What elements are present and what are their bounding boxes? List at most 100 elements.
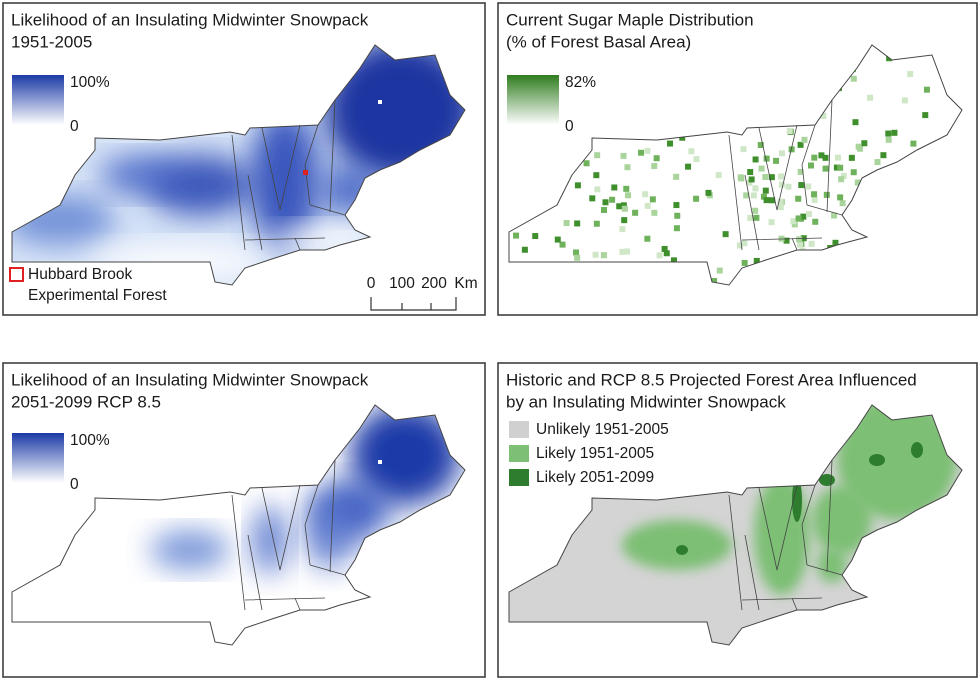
map-cell <box>638 132 645 139</box>
map-fill <box>509 45 968 285</box>
map-cell <box>885 136 892 143</box>
map-cell <box>757 142 764 149</box>
map-cell <box>748 176 755 183</box>
map-cell <box>545 130 552 137</box>
map-cell <box>780 69 787 76</box>
map-cell <box>673 202 680 209</box>
map-cell <box>753 214 760 221</box>
map-cell <box>611 184 618 191</box>
legend-label: Likely 2051-2099 <box>536 469 654 486</box>
map-cell <box>698 72 705 79</box>
map-cell <box>624 248 631 255</box>
panel: Likelihood of an Insulating Midwinter Sn… <box>2 362 486 678</box>
map-cell <box>808 240 815 247</box>
map-cell <box>845 269 852 276</box>
map-cell <box>543 191 550 198</box>
map-cell <box>880 152 887 159</box>
map-cell <box>560 165 567 172</box>
map-cell <box>593 220 600 227</box>
map-cell <box>962 93 968 99</box>
map-cell <box>533 159 540 166</box>
map-cell <box>854 179 861 186</box>
map-cell <box>835 154 842 161</box>
map-cell <box>593 172 600 179</box>
map-cell <box>837 164 844 171</box>
map-cell <box>954 247 961 254</box>
map-shading <box>812 485 872 555</box>
map-cell <box>649 196 656 203</box>
map-cell <box>509 220 516 227</box>
map-cell <box>651 163 658 170</box>
state-borders <box>231 459 346 611</box>
map-cell <box>594 152 601 159</box>
map-cell <box>760 193 767 200</box>
map-cell <box>641 283 648 285</box>
map-cell <box>685 93 692 100</box>
map-cell <box>763 82 770 89</box>
map-cell <box>509 265 516 272</box>
map-shading <box>817 547 847 583</box>
map-fill <box>12 405 465 645</box>
map-cell <box>763 197 770 204</box>
map-cell <box>885 130 892 137</box>
map-outline <box>508 404 963 646</box>
map-cell <box>830 266 837 273</box>
map-cell <box>574 254 581 261</box>
map-cell <box>511 144 518 151</box>
map-cell <box>752 207 759 214</box>
map-cell <box>907 71 914 78</box>
map-cell <box>589 195 596 202</box>
map-cell <box>816 93 823 100</box>
map-cell <box>692 55 699 62</box>
panel-border <box>497 2 978 316</box>
map-cell <box>838 260 845 267</box>
marker-legend-label: Experimental Forest <box>28 287 167 304</box>
map-marker <box>303 170 308 175</box>
map-cell <box>742 61 749 68</box>
panel-border <box>2 362 486 678</box>
map-cell <box>576 137 583 144</box>
map-cell <box>742 282 749 285</box>
map-cell <box>543 144 550 151</box>
map-shading <box>305 500 355 570</box>
legend-max: 100% <box>70 432 110 449</box>
map-cell <box>812 218 819 225</box>
map-cell <box>574 262 581 269</box>
map-cell <box>542 133 549 140</box>
map-cell <box>623 185 630 192</box>
map-cell <box>811 196 818 203</box>
map-cell <box>524 204 531 211</box>
map-shading <box>622 520 732 570</box>
map-cell <box>574 182 581 189</box>
map-cell <box>569 153 576 160</box>
map-cell <box>840 172 847 179</box>
map-cell <box>521 246 528 253</box>
map-cell <box>954 215 961 222</box>
map-cell <box>518 263 525 270</box>
map-cell <box>777 204 784 211</box>
map-cell <box>558 82 565 89</box>
panel-title: 1951-2005 <box>11 32 92 51</box>
map-cell <box>574 220 581 227</box>
map-cell <box>850 169 857 176</box>
map-cell <box>923 86 930 93</box>
map-cell <box>705 189 712 196</box>
map-cell <box>824 261 831 268</box>
map-cell <box>624 164 631 171</box>
map-cell <box>831 212 838 219</box>
map-cell <box>848 154 855 161</box>
map-cell <box>798 266 805 273</box>
map-cell <box>564 93 571 100</box>
map-cell <box>710 126 717 133</box>
map-cell <box>806 279 813 285</box>
map-cell <box>562 162 569 169</box>
map <box>11 404 466 646</box>
map-cell <box>638 280 645 285</box>
map-cell <box>846 252 853 259</box>
map-cell <box>815 97 822 104</box>
map-cell <box>910 140 917 147</box>
map-cell <box>552 54 559 61</box>
map-shading <box>869 454 885 466</box>
map-cell <box>701 92 708 99</box>
